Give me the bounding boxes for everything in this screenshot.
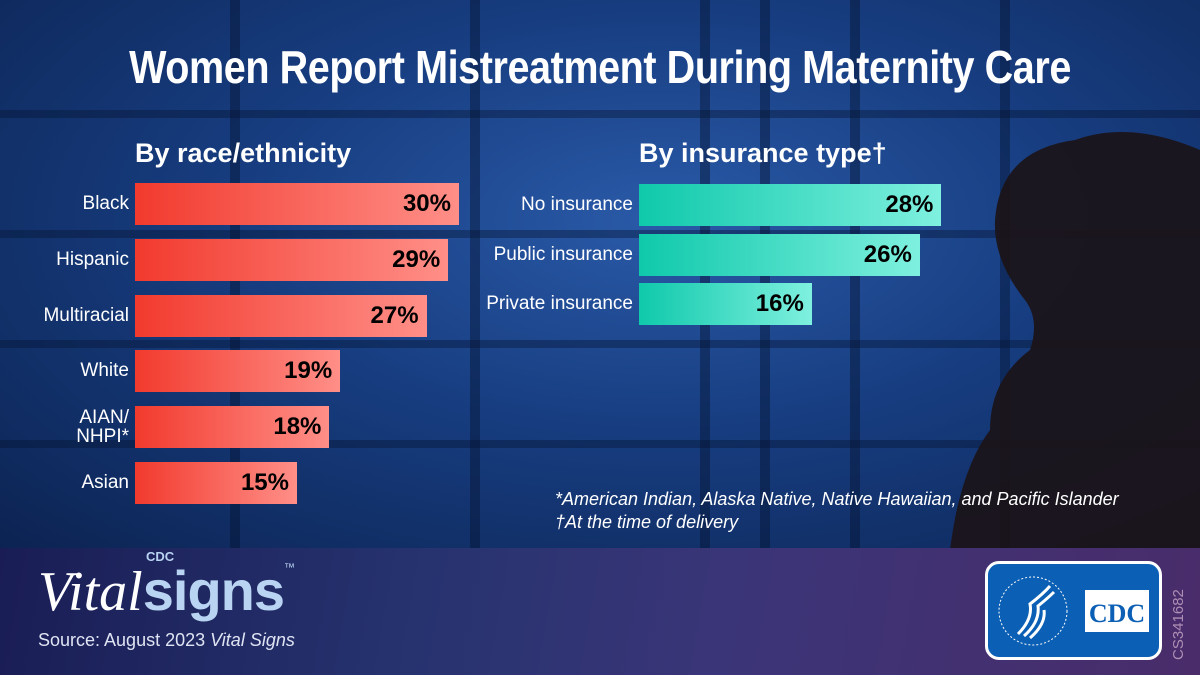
bar-value-label: 26%: [863, 240, 912, 268]
race-label: Asian: [81, 472, 129, 493]
insurance-label: No insurance: [521, 194, 633, 215]
race-chart-title: By race/ethnicity: [135, 138, 352, 168]
footnotes: *American Indian, Alaska Native, Native …: [555, 488, 1119, 534]
bar-value-label: 18%: [273, 413, 322, 441]
race-label: Multiracial: [43, 304, 129, 326]
race-label: Hispanic: [56, 248, 129, 270]
svg-text:CDC: CDC: [1089, 599, 1145, 628]
window-frame: [0, 110, 1200, 118]
race-bar: 19%: [135, 350, 341, 393]
race-label: Black: [82, 193, 129, 214]
insurance-label: Private insurance: [486, 293, 633, 314]
bar-value-label: 29%: [392, 245, 441, 273]
insurance-chart-title: By insurance type†: [639, 138, 887, 168]
insurance-label: Public insurance: [493, 243, 633, 265]
race-bar: 18%: [135, 406, 330, 449]
insurance-bar: 16%: [639, 283, 812, 325]
race-bar: 30%: [135, 183, 459, 225]
bar-value-label: 30%: [402, 190, 451, 217]
vitalsigns-logo-cdc: CDC: [146, 549, 175, 564]
window-frame: [470, 0, 480, 550]
race-bar: 15%: [135, 462, 297, 504]
race-bar: 27%: [135, 294, 427, 337]
window-frame: [0, 340, 1200, 348]
bar-value-label: 19%: [284, 357, 333, 385]
footnote-insurance: †At the time of delivery: [555, 512, 739, 532]
woman-silhouette: [950, 132, 1200, 550]
bar-value-label: 16%: [755, 290, 804, 317]
document-code: CS341682: [1170, 589, 1187, 660]
source-text: Source: August 2023 Vital Signs: [38, 630, 295, 650]
window-frame: [0, 230, 1200, 238]
hhs-cdc-logo: CDC: [985, 561, 1162, 660]
insurance-bar: 28%: [639, 184, 942, 226]
race-bar: 29%: [135, 238, 449, 281]
race-label: AIAN/NHPI*: [76, 407, 129, 448]
footnote-aian: *American Indian, Alaska Native, Native …: [555, 489, 1119, 509]
window-frame: [1000, 0, 1010, 550]
bar-value-label: 28%: [885, 191, 934, 218]
bar-value-label: 27%: [370, 301, 419, 329]
bar-value-label: 15%: [240, 469, 289, 496]
race-label: White: [80, 360, 129, 382]
insurance-bar: 26%: [639, 233, 920, 276]
page-title: Women Report Mistreatment During Materni…: [129, 41, 1071, 93]
vitalsigns-logo: Vitalsigns™: [38, 559, 295, 623]
window-frame: [0, 440, 1200, 448]
